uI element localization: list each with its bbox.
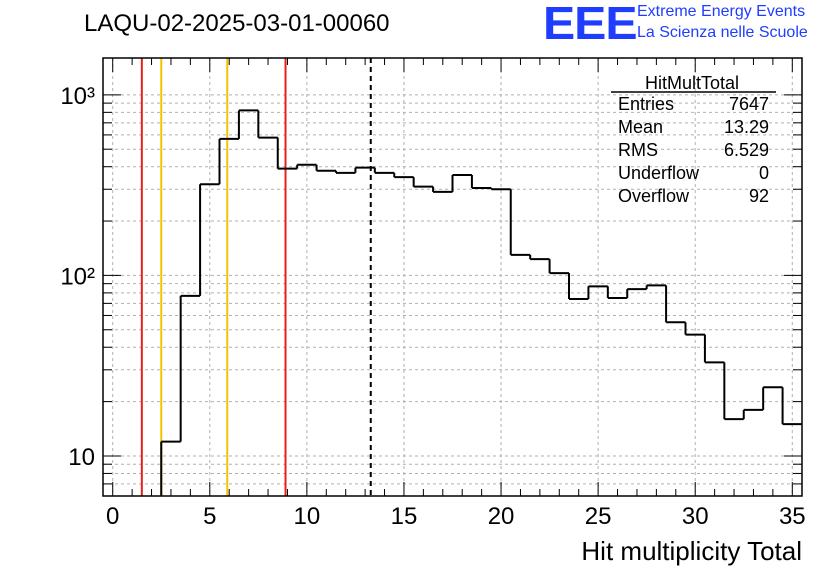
ticks-layer [103,58,802,497]
stats-label: Underflow [618,163,700,183]
x-axis-label: Hit multiplicity Total [581,536,802,566]
stats-title: HitMultTotal [645,73,739,93]
stats-label: Mean [618,117,663,137]
x-tick-label: 5 [203,503,216,530]
x-tick-label: 30 [682,503,709,530]
logo-tagline-1: Extreme Energy Events [637,3,806,20]
stats-value: 6.529 [724,140,769,160]
stats-label: Entries [618,94,674,114]
tick-labels-layer: 0 5 10 15 20 25 30 35 10 10² 10³ [60,83,805,530]
histogram-layer [160,109,802,496]
x-tick-label: 20 [488,503,515,530]
x-tick-label: 35 [779,503,806,530]
stats-label: RMS [618,140,658,160]
eee-logo: EEE [543,0,638,49]
y-tick-label: 10³ [60,83,95,110]
stats-label: Overflow [618,186,690,206]
stats-value: 13.29 [724,117,769,137]
chart-title: LAQU-02-2025-03-01-00060 [84,10,390,37]
frame-layer [102,57,803,497]
y-tick-label: 10 [68,444,95,471]
marker-lines-layer [140,58,372,496]
y-tick-label: 10² [60,263,95,290]
stats-value: 92 [749,186,769,206]
plot-frame [102,57,803,497]
logo-tagline-2: La Scienza nelle Scuole [637,24,808,41]
x-tick-label: 15 [391,503,418,530]
stats-value: 0 [759,163,769,183]
stats-rows: Entries 7647 Mean 13.29 RMS 6.529 Underflow 0 Ov… [618,94,769,206]
stats-value: 7647 [729,94,769,114]
stats-box: HitMultTotal Entries 7647 Mean 13.29 RMS 6.52… [611,73,776,206]
x-tick-label: 10 [294,503,321,530]
x-tick-label: 0 [106,503,119,530]
x-tick-label: 25 [585,503,612,530]
grid-layer [103,58,802,497]
